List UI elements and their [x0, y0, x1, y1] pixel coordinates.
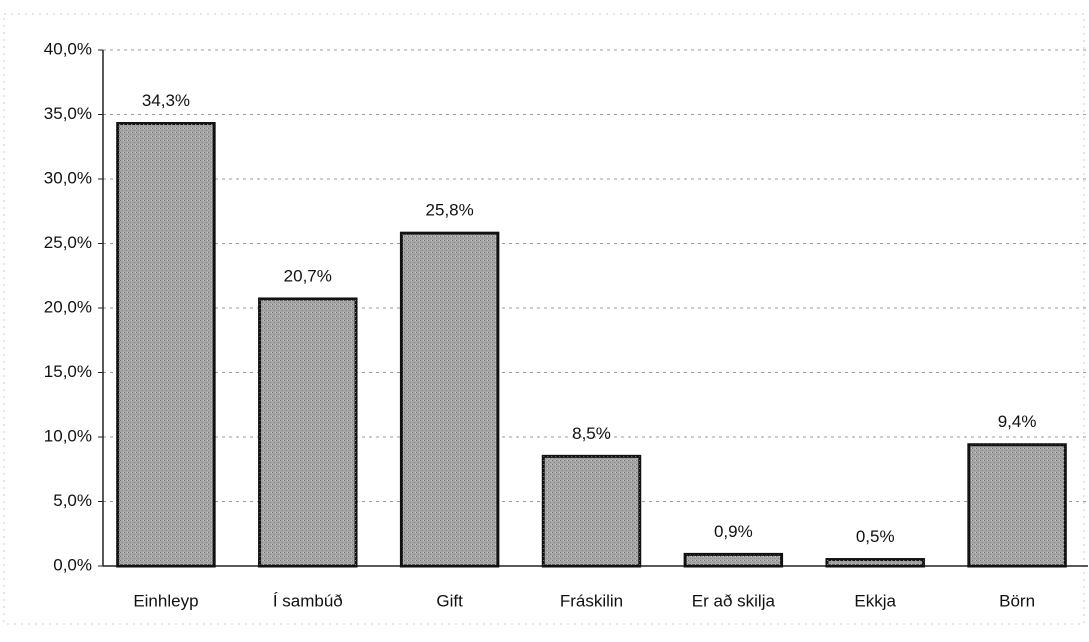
data-label: 9,4% — [998, 412, 1037, 431]
y-tick-label: 30,0% — [44, 168, 92, 187]
data-label: 34,3% — [142, 91, 190, 110]
bar-texture — [968, 444, 1066, 566]
bar-texture — [259, 298, 357, 566]
y-tick-label: 35,0% — [44, 104, 92, 123]
bar-texture — [117, 123, 215, 566]
x-tick-label: Einhleyp — [133, 591, 198, 610]
bar-texture — [543, 456, 640, 566]
y-tick-label: 40,0% — [44, 39, 92, 58]
data-label: 20,7% — [284, 266, 332, 285]
x-tick-label: Í sambúð — [273, 591, 343, 610]
bar-texture — [401, 233, 498, 566]
data-label: 25,8% — [426, 201, 474, 220]
bar-texture — [826, 559, 924, 566]
frame — [3, 13, 1085, 625]
data-label: 0,5% — [856, 527, 895, 546]
x-tick-label: Er að skilja — [692, 591, 776, 610]
y-tick-label: 20,0% — [44, 297, 92, 316]
data-label: 0,9% — [714, 522, 753, 541]
data-label: 8,5% — [572, 424, 611, 443]
x-tick-label: Gift — [436, 591, 463, 610]
y-tick-label: 25,0% — [44, 233, 92, 252]
x-tick-label: Börn — [999, 591, 1035, 610]
x-tick-label: Ekkja — [854, 591, 896, 610]
y-tick-label: 5,0% — [53, 491, 92, 510]
x-tick-label: Fráskilin — [560, 591, 623, 610]
bar-texture — [685, 554, 782, 566]
y-tick-label: 0,0% — [53, 555, 92, 574]
y-tick-label: 10,0% — [44, 426, 92, 445]
y-tick-label: 15,0% — [44, 362, 92, 381]
